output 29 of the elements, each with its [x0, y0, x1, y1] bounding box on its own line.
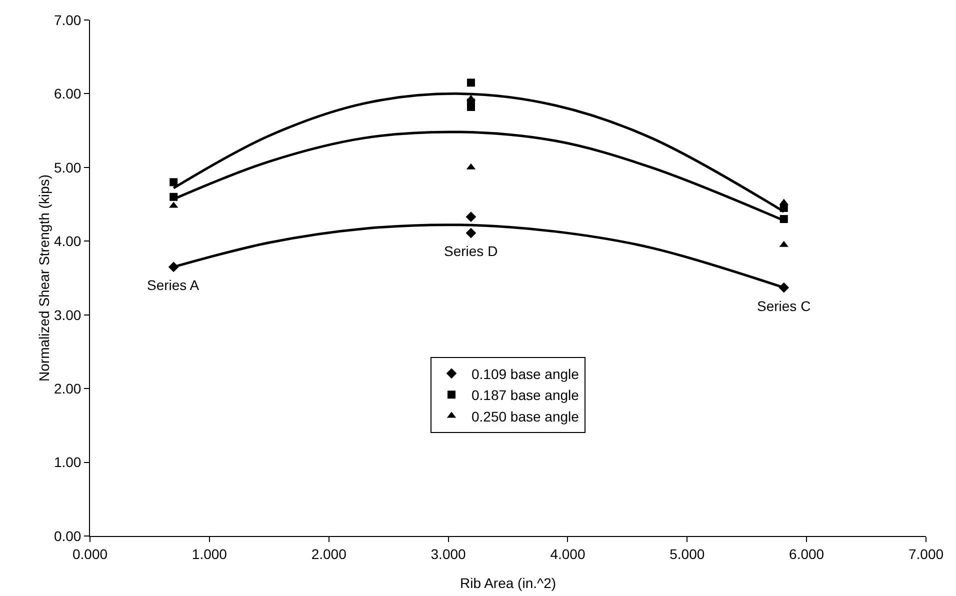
- point: [466, 102, 475, 111]
- y-tick-label: 2.00: [54, 380, 82, 396]
- point: [170, 178, 178, 186]
- y-tick-label: 5.00: [54, 159, 82, 176]
- y-tick-label: 4.00: [54, 233, 82, 250]
- annotation: Series C: [757, 298, 811, 314]
- annotation: Series D: [444, 243, 498, 259]
- x-tick-label: 5.000: [670, 546, 705, 562]
- annotation: Series A: [147, 277, 200, 293]
- y-tick-label: 0.00: [54, 528, 82, 544]
- point: [466, 212, 476, 222]
- x-axis-title: Rib Area (in.^2): [460, 575, 556, 591]
- legend-label: 0.109 base angle: [472, 366, 580, 382]
- x-tick-label: 3.000: [430, 546, 466, 562]
- y-tick-label: 6.00: [54, 86, 82, 102]
- legend-label: 0.250 base angle: [472, 408, 580, 424]
- legend-label: 0.187 base angle: [472, 387, 580, 404]
- x-tick-label: 1.000: [192, 546, 228, 562]
- point: [466, 78, 475, 87]
- x-tick-label: 4.000: [550, 546, 586, 562]
- point: [466, 228, 476, 238]
- y-tick-label: 7.00: [54, 12, 82, 28]
- x-tick-label: 6.000: [789, 546, 824, 562]
- y-tick-label: 1.00: [54, 454, 82, 470]
- y-axis-title: Normalized Shear Strength (kips): [36, 174, 52, 382]
- y-tick-label: 3.00: [54, 306, 82, 323]
- x-tick-label: 2.000: [311, 546, 347, 562]
- x-tick-label: 0.000: [72, 546, 108, 562]
- x-tick-label: 7.000: [908, 546, 944, 562]
